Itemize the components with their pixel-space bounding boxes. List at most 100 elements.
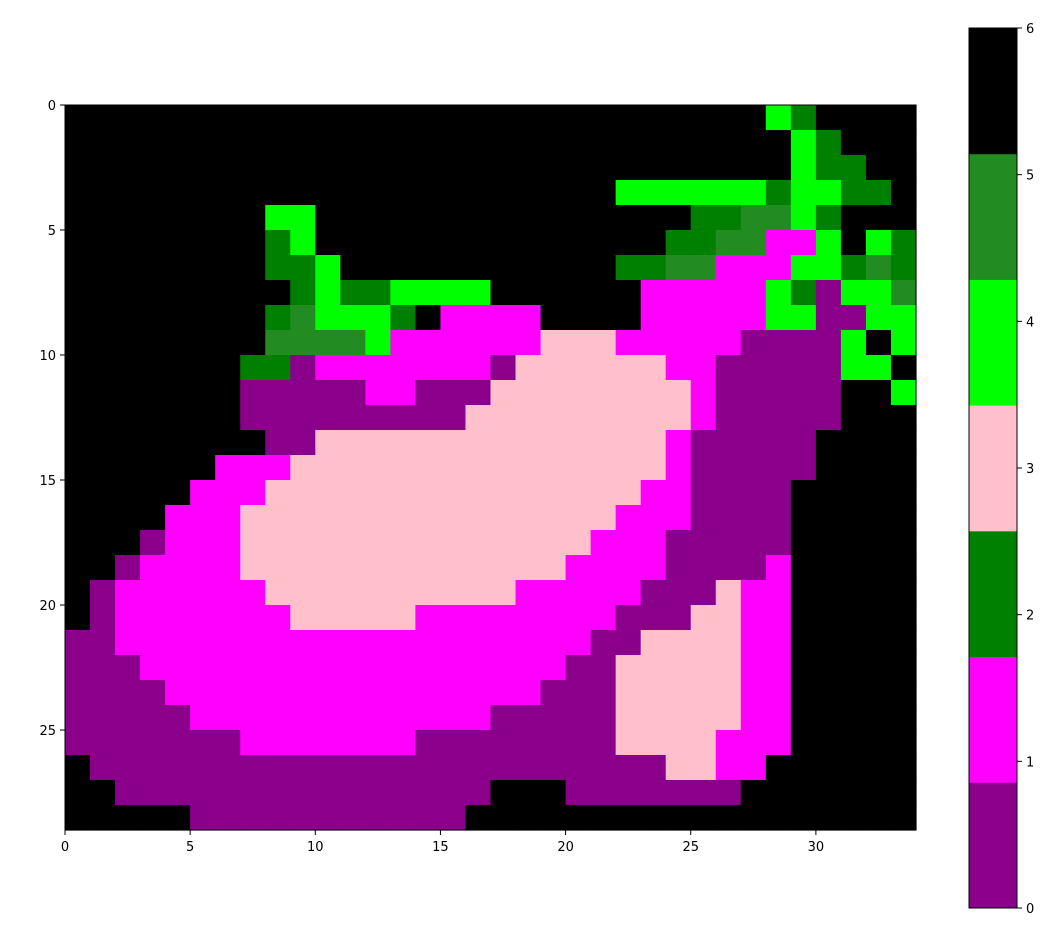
heatmap-cell — [215, 430, 241, 456]
heatmap-cell — [140, 630, 166, 656]
heatmap-cell — [540, 605, 567, 631]
heatmap-cell — [765, 380, 792, 406]
heatmap-cell — [115, 505, 141, 531]
heatmap-cell — [515, 780, 542, 806]
heatmap-cell — [315, 430, 341, 456]
heatmap-cell — [465, 255, 492, 281]
heatmap-cell — [815, 330, 842, 356]
heatmap-cell — [390, 455, 417, 481]
heatmap-cell — [540, 455, 567, 481]
heatmap-cell — [290, 355, 316, 381]
heatmap-cell — [740, 280, 767, 306]
heatmap-cell — [690, 680, 717, 706]
heatmap-cell — [540, 305, 567, 331]
heatmap-cell — [490, 655, 517, 681]
heatmap-cell — [65, 580, 91, 606]
heatmap-cell — [190, 705, 216, 731]
heatmap-cell — [365, 730, 391, 756]
heatmap-cell — [665, 105, 692, 131]
heatmap-cell — [765, 255, 792, 281]
heatmap-cell — [215, 305, 241, 331]
heatmap-cell — [615, 205, 642, 231]
heatmap-cell — [440, 505, 467, 531]
heatmap-cell — [440, 155, 467, 181]
heatmap-cell — [615, 455, 642, 481]
heatmap-cell — [90, 180, 116, 206]
heatmap-cell — [490, 805, 517, 831]
heatmap-cell — [815, 455, 842, 481]
heatmap-cell — [640, 255, 667, 281]
heatmap-cell — [640, 505, 667, 531]
heatmap-cell — [715, 555, 742, 581]
heatmap-cell — [290, 805, 316, 831]
heatmap-cell — [240, 330, 266, 356]
heatmap-cell — [165, 230, 191, 256]
heatmap-cell — [690, 480, 717, 506]
heatmap-cell — [265, 255, 291, 281]
heatmap-cell — [440, 780, 467, 806]
heatmap-cell — [240, 155, 266, 181]
heatmap-cell — [240, 255, 266, 281]
heatmap-cell — [840, 580, 867, 606]
heatmap-cell — [190, 530, 216, 556]
heatmap-cell — [390, 405, 417, 431]
heatmap-cell — [515, 680, 542, 706]
heatmap-cell — [190, 255, 216, 281]
heatmap-cell — [390, 555, 417, 581]
heatmap-cell — [90, 380, 116, 406]
heatmap-cell — [540, 105, 567, 131]
heatmap-cell — [415, 755, 442, 781]
heatmap-cell — [665, 530, 692, 556]
heatmap-cell — [565, 305, 592, 331]
heatmap-cell — [790, 680, 817, 706]
heatmap-cell — [165, 430, 191, 456]
heatmap-cell — [665, 380, 692, 406]
heatmap-cell — [440, 555, 467, 581]
heatmap-cell — [165, 205, 191, 231]
heatmap-cell — [790, 555, 817, 581]
heatmap-cell — [290, 180, 316, 206]
heatmap-cell — [290, 430, 316, 456]
heatmap-cell — [665, 630, 692, 656]
heatmap-cell — [440, 205, 467, 231]
heatmap-cell — [190, 555, 216, 581]
heatmap-cell — [65, 280, 91, 306]
heatmap-cell — [615, 580, 642, 606]
heatmap-cell — [390, 805, 417, 831]
heatmap-cell — [690, 605, 717, 631]
heatmap-cell — [415, 205, 442, 231]
heatmap-cell — [590, 680, 617, 706]
heatmap-cell — [390, 180, 417, 206]
heatmap-cell — [265, 155, 291, 181]
heatmap-cell — [90, 755, 116, 781]
heatmap-cell — [740, 555, 767, 581]
heatmap-cell — [240, 480, 266, 506]
heatmap-cell — [640, 580, 667, 606]
heatmap-cell — [190, 755, 216, 781]
heatmap-cell — [565, 130, 592, 156]
heatmap-cell — [515, 130, 542, 156]
heatmap-cell — [740, 505, 767, 531]
heatmap-cell — [390, 505, 417, 531]
heatmap-cell — [815, 355, 842, 381]
heatmap-cell — [265, 230, 291, 256]
heatmap-cell — [465, 580, 492, 606]
heatmap-cell — [565, 505, 592, 531]
heatmap-cell — [890, 680, 917, 706]
heatmap-cell — [565, 280, 592, 306]
heatmap-cell — [365, 680, 391, 706]
heatmap-cell — [615, 705, 642, 731]
heatmap-cell — [240, 730, 266, 756]
heatmap-cell — [740, 780, 767, 806]
heatmap-cell — [290, 130, 316, 156]
heatmap-cell — [140, 405, 166, 431]
heatmap-cell — [690, 280, 717, 306]
heatmap-cell — [765, 155, 792, 181]
heatmap-cell — [515, 705, 542, 731]
heatmap-cell — [190, 405, 216, 431]
heatmap-cell — [415, 530, 442, 556]
colorbar-axis: 0 1 2 3 4 5 6 — [1017, 22, 1034, 917]
heatmap-cell — [565, 205, 592, 231]
heatmap-cell — [615, 280, 642, 306]
heatmap-cell — [565, 455, 592, 481]
